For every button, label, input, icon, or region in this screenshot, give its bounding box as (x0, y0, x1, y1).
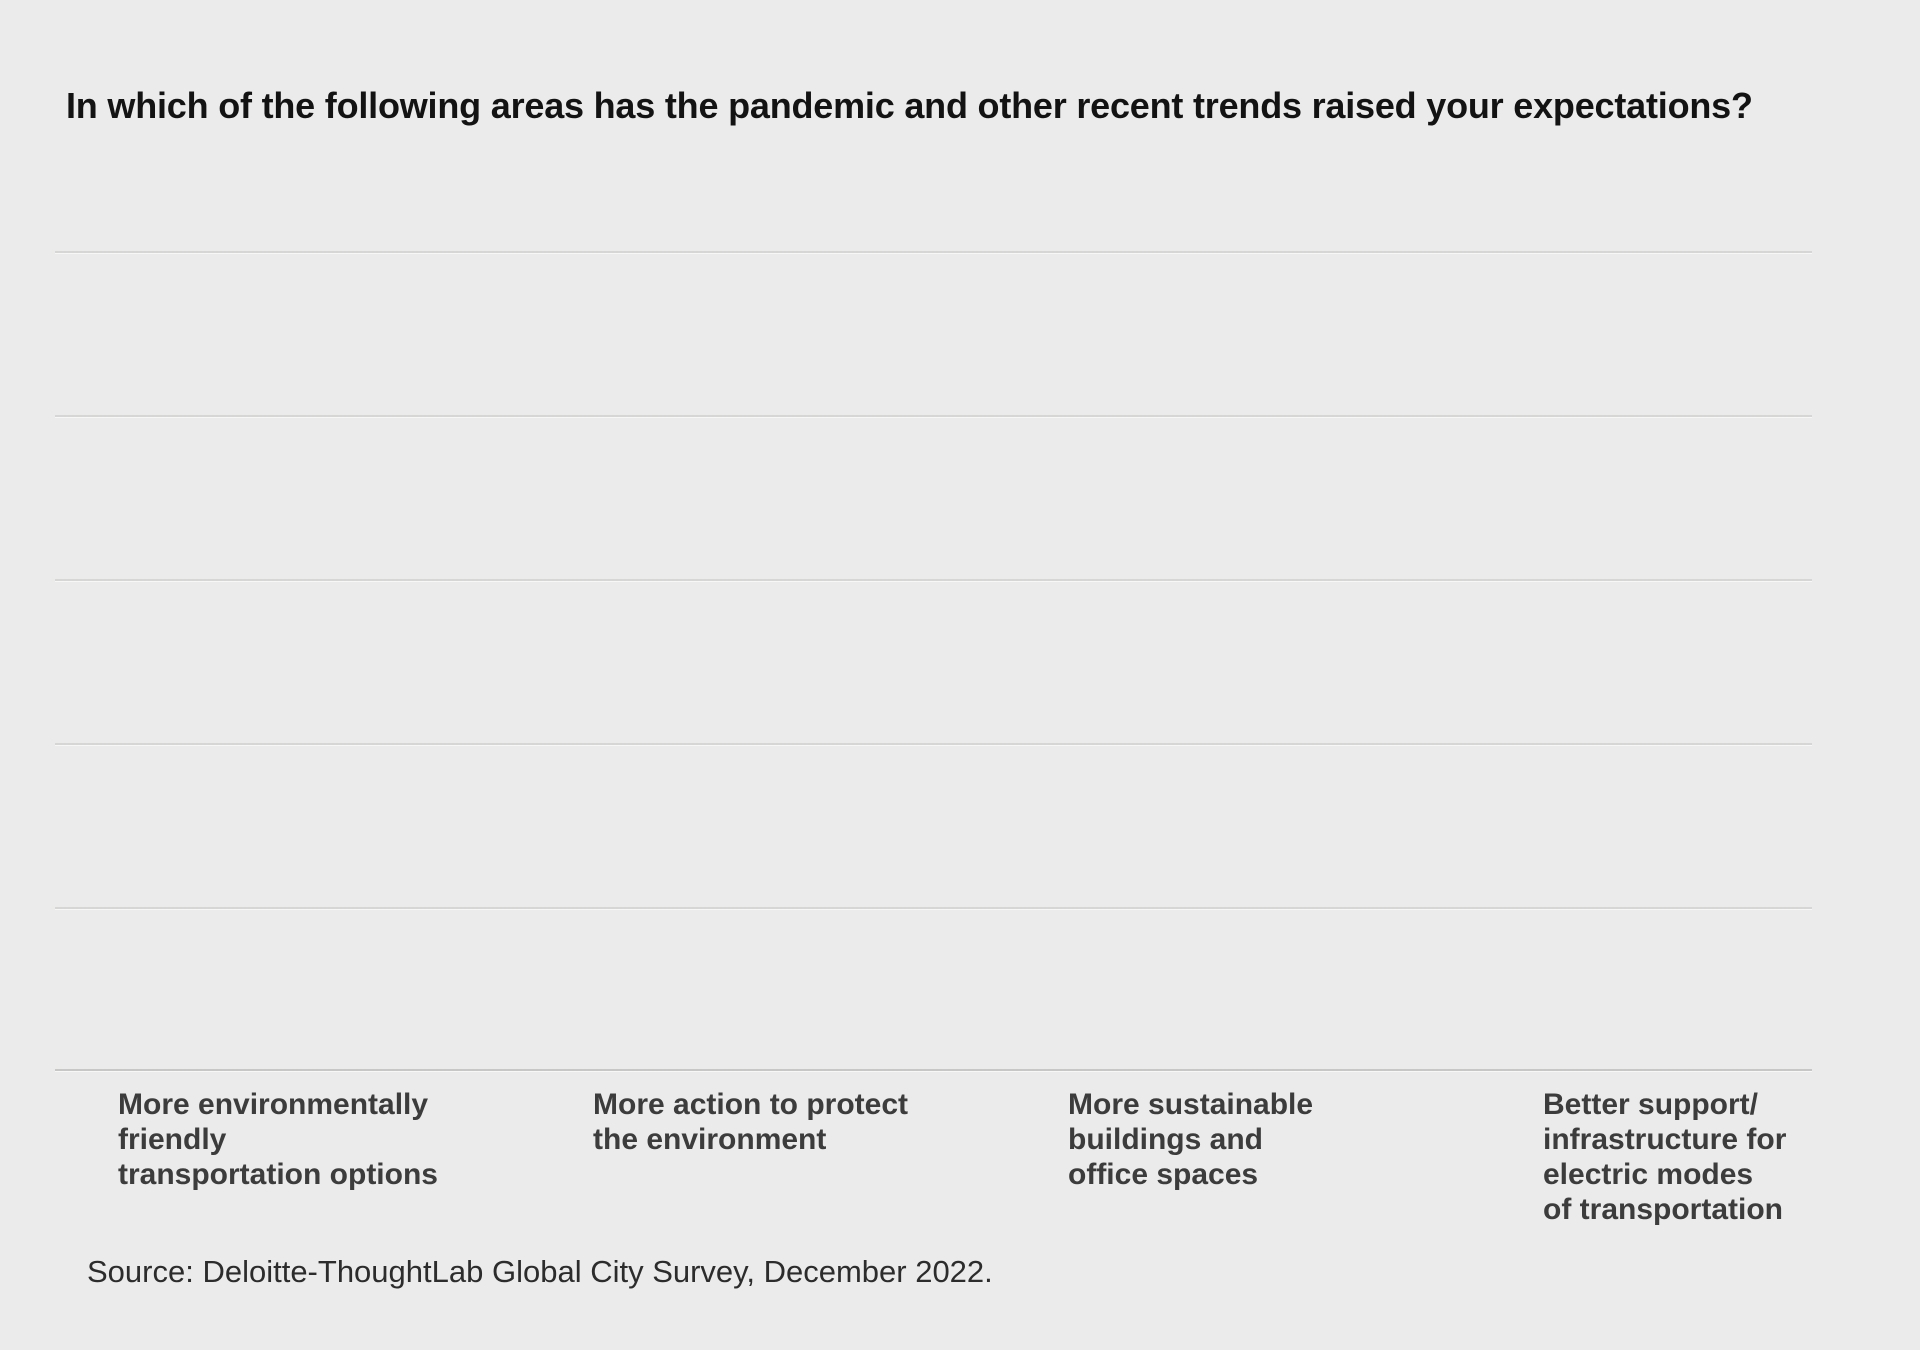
category-label-electric-infrastructure: Better support/ infrastructure for elect… (1543, 1088, 1787, 1226)
gridline (55, 579, 1812, 581)
source-note: Source: Deloitte-ThoughtLab Global City … (87, 1254, 993, 1289)
chart-title: In which of the following areas has the … (66, 85, 1753, 126)
category-label-sustainable-buildings: More sustainable buildings and office sp… (1068, 1088, 1314, 1191)
gridline (55, 907, 1812, 909)
x-axis-line (55, 1069, 1812, 1071)
gridline (55, 415, 1812, 417)
category-label-protect-environment: More action to protect the environment (593, 1088, 909, 1156)
gridline (55, 743, 1812, 745)
category-label-transportation-options: More environmentally friendly transporta… (118, 1088, 438, 1191)
gridline (55, 251, 1812, 253)
